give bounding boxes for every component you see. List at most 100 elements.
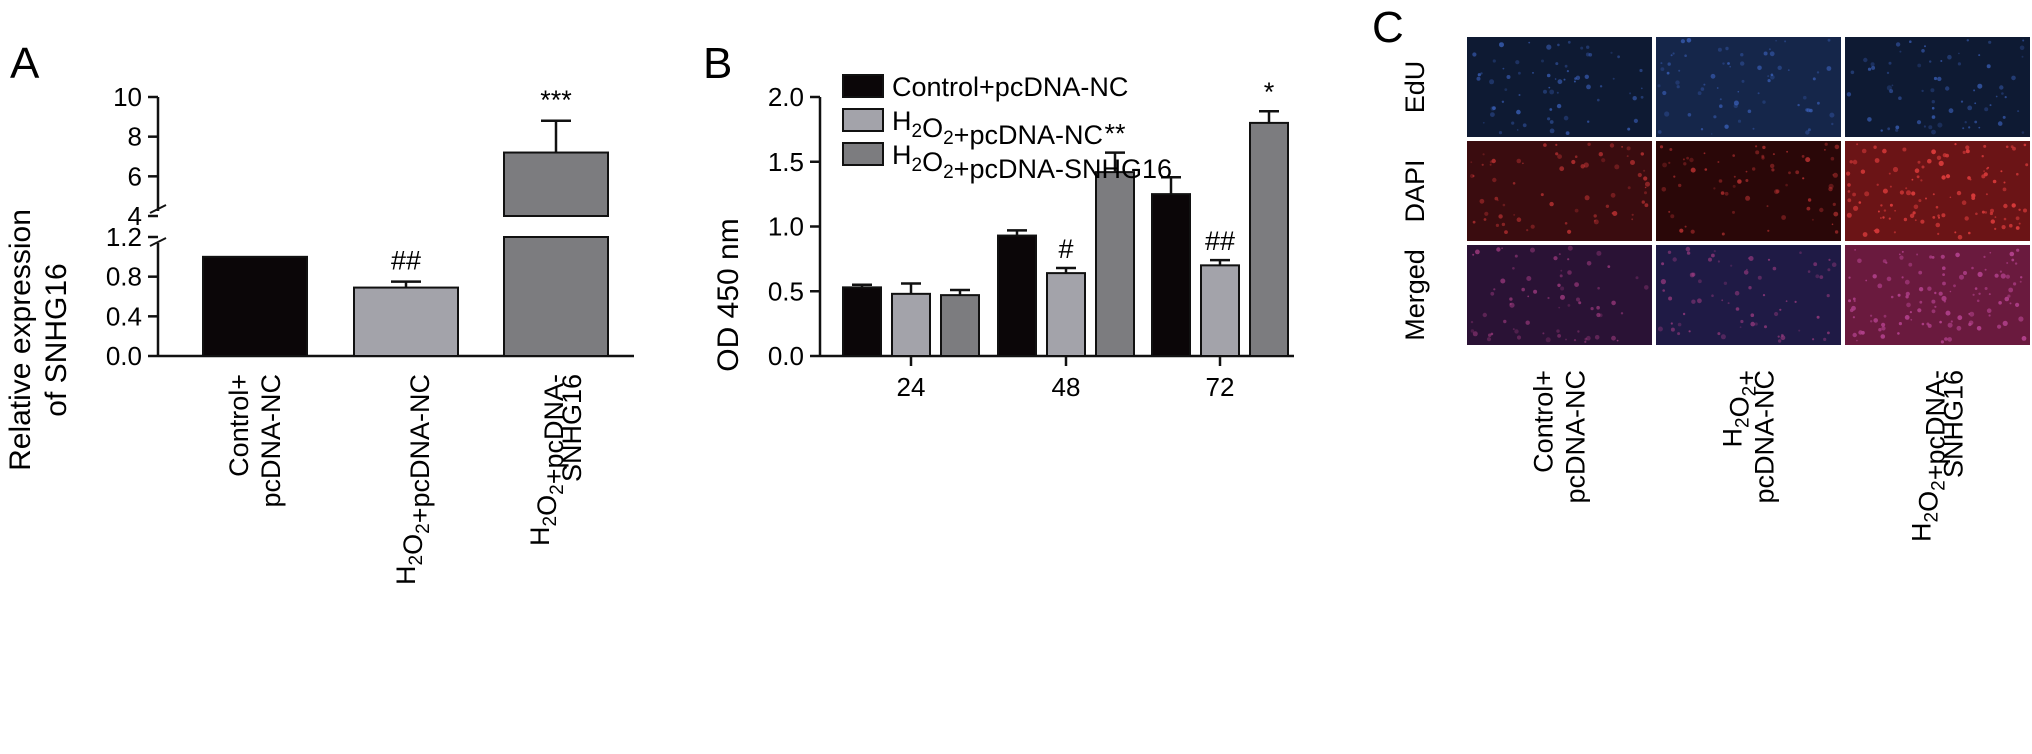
micrograph-cell [1863, 57, 1868, 63]
micrograph-cell [1856, 143, 1859, 146]
micrograph-cell [1953, 284, 1956, 288]
micrograph-cell [1737, 179, 1742, 184]
micrograph-cell [1994, 227, 1997, 230]
micrograph-cell [1888, 217, 1891, 220]
micrograph-cell [1687, 113, 1692, 117]
micrograph-cell [1998, 301, 2002, 305]
micrograph-cell [1717, 47, 1722, 52]
micrograph-cell [1601, 158, 1606, 163]
micrograph-cell [1983, 255, 1986, 258]
micrograph-cell [2016, 248, 2020, 252]
micrograph-cell [1795, 170, 1800, 175]
micrograph-cell [1557, 283, 1561, 287]
micrograph-cell [1854, 249, 1856, 251]
micrograph-cell [2004, 96, 2007, 99]
micrograph-cell [1906, 302, 1911, 308]
micrograph-cell [1470, 329, 1475, 333]
micrograph-cell [1719, 98, 1722, 101]
micrograph-cell [1889, 89, 1894, 94]
micrograph-cell [1512, 267, 1515, 270]
panel-a-significance-label: ## [391, 246, 421, 276]
micrograph-cell [1521, 287, 1525, 292]
micrograph-cell [1611, 212, 1614, 215]
micrograph-cell [1719, 104, 1723, 108]
micrograph-cell [1849, 308, 1854, 313]
micrograph-cell [1757, 92, 1760, 95]
micrograph-cell [1976, 299, 1980, 303]
panel-b-legend-swatch [842, 108, 884, 132]
micrograph-cell [1823, 337, 1827, 341]
micrograph-cell [1873, 318, 1878, 323]
micrograph-cell [1880, 204, 1883, 207]
micrograph-cell [1745, 195, 1751, 201]
micrograph-cell [2011, 75, 2016, 81]
micrograph-cell [1597, 98, 1600, 102]
micrograph-cell [2019, 280, 2022, 283]
micrograph-cell [1501, 100, 1505, 104]
micrograph-cell [1819, 207, 1824, 213]
micrograph-cell [1931, 256, 1935, 259]
micrograph-cell [1500, 278, 1506, 284]
micrograph-cell [1700, 87, 1705, 91]
micrograph-cell [1972, 293, 1975, 296]
micrograph-cell [1657, 84, 1661, 88]
micrograph-cell [1557, 154, 1562, 160]
micrograph-cell [1977, 271, 1983, 277]
micrograph-cell [1802, 177, 1805, 180]
micrograph-cell [1691, 272, 1696, 277]
micrograph-cell [1611, 335, 1616, 341]
micrograph-cell [1984, 107, 1989, 112]
micrograph-cell [1777, 335, 1780, 338]
micrograph-cell [1978, 292, 1981, 295]
micrograph-cell [1956, 325, 1962, 331]
micrograph-cell [1916, 175, 1920, 179]
micrograph-cell [1574, 282, 1579, 287]
micrograph-cell [1631, 218, 1634, 221]
micrograph-cell [1732, 184, 1736, 188]
micrograph-cell [1680, 39, 1685, 44]
micrograph-cell [1873, 145, 1877, 149]
micrograph-cell [1770, 163, 1775, 169]
micrograph-cell [1668, 296, 1673, 301]
micrograph-cell [1470, 173, 1475, 179]
micrograph-cell [1733, 175, 1736, 178]
micrograph-cell [1908, 262, 1913, 267]
micrograph-cell [1997, 324, 2002, 329]
micrograph-cell [1899, 255, 1904, 260]
micrograph-cell [1971, 266, 1974, 270]
micrograph-cell [1870, 62, 1875, 67]
micrograph-cell [1657, 326, 1663, 332]
micrograph-cell [1549, 128, 1555, 134]
chart-panel-a: Relative expression of SNHG16 0.0 0.4 0.8 1… [4, 82, 634, 585]
micrograph-cell [1476, 76, 1481, 81]
micrograph-cell [1724, 191, 1729, 196]
micrograph-tile [1467, 37, 1652, 137]
micrograph-cell [1745, 170, 1748, 173]
micrograph-cell [1850, 70, 1855, 75]
panel-b-bar [842, 286, 882, 357]
micrograph-cell [1931, 149, 1936, 155]
micrograph-cell [1612, 77, 1615, 80]
micrograph-cell [1928, 125, 1933, 130]
micrograph-cell [1690, 167, 1696, 173]
micrograph-cell [1927, 158, 1932, 164]
micrograph-cell [1683, 162, 1687, 166]
micrograph-cell [2004, 296, 2010, 302]
micrograph-cell [1904, 279, 1910, 285]
micrograph-cell [1924, 45, 1926, 48]
micrograph-cell [1481, 163, 1484, 166]
micrograph-cell [2008, 287, 2014, 293]
micrograph-row-labels: EdU DAPI Merged [1400, 61, 1430, 341]
micrograph-cell [1897, 332, 1900, 335]
micrograph-cell [1724, 124, 1729, 129]
micrograph-cell [1560, 286, 1565, 291]
micrograph-cell [1761, 154, 1765, 158]
micrograph-cell [1750, 313, 1755, 318]
micrograph-cell [1548, 86, 1551, 89]
micrograph-cell [2025, 163, 2029, 167]
micrograph-cell [1644, 285, 1649, 290]
micrograph-cell [1670, 214, 1675, 219]
micrograph-cell [1567, 270, 1572, 275]
micrograph-cell [1716, 87, 1719, 89]
